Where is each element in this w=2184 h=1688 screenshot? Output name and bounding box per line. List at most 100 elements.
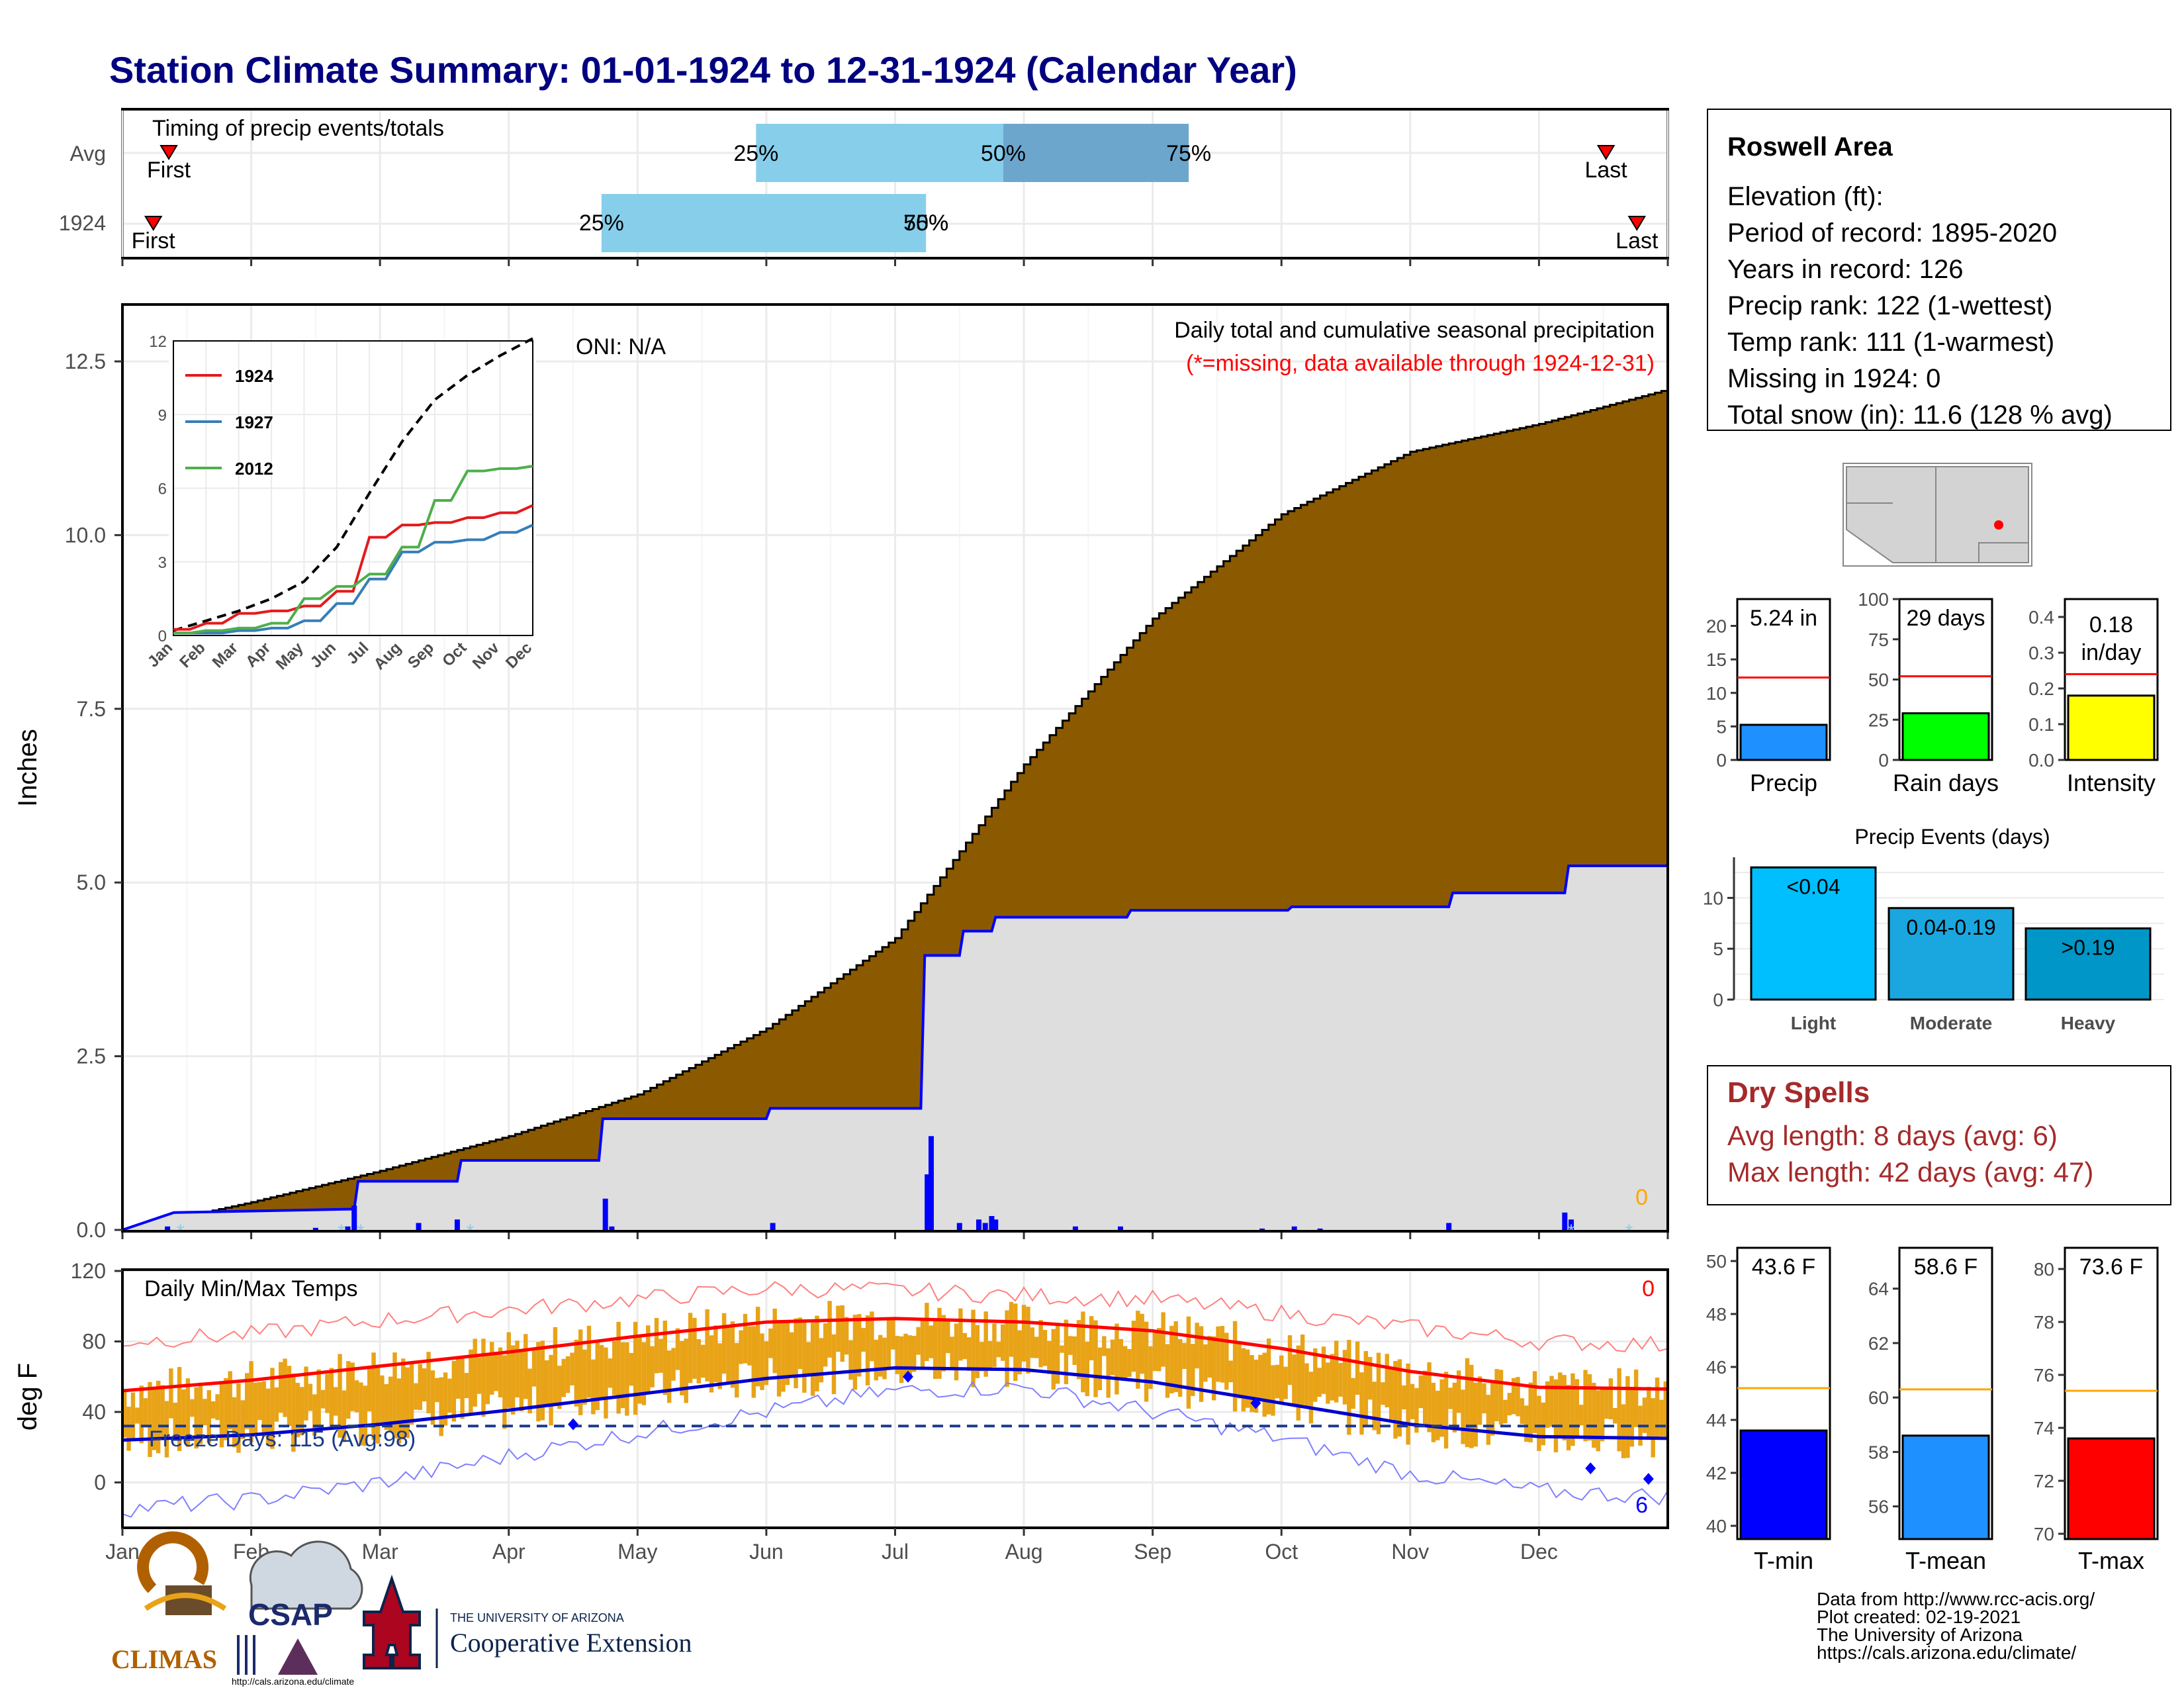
daily-temp-bar xyxy=(274,1387,279,1422)
daily-temp-bar xyxy=(1659,1399,1664,1436)
daily-temp-bar xyxy=(1279,1355,1284,1403)
daily-temp-bar xyxy=(1558,1372,1563,1437)
daily-temp-bar xyxy=(536,1342,541,1422)
daily-temp-bar xyxy=(1068,1336,1073,1355)
daily-temp-bar xyxy=(1549,1376,1554,1427)
daily-temp-bar xyxy=(308,1383,313,1411)
daily-temp-bar xyxy=(870,1311,874,1362)
daily-temp-bar xyxy=(680,1340,684,1395)
daily-temp-bar xyxy=(1355,1341,1360,1395)
daily-temp-bar xyxy=(139,1385,144,1444)
daily-temp-bar xyxy=(612,1341,617,1395)
daily-temp-bar xyxy=(1005,1310,1009,1387)
daily-temp-bar xyxy=(228,1371,232,1430)
daily-temp-bar xyxy=(1351,1378,1355,1409)
daily-temp-bar xyxy=(987,1340,993,1370)
record-low-marker xyxy=(1250,1397,1261,1409)
tmini-tmean-value: 58.6 F xyxy=(1914,1254,1978,1280)
daily-temp-bar xyxy=(946,1321,950,1354)
daily-temp-bar xyxy=(203,1399,207,1426)
daily-temp-bar xyxy=(291,1373,296,1452)
daily-temp-bar xyxy=(1127,1348,1132,1377)
dry-spells-max: Max length: 42 days (avg: 47) xyxy=(1727,1156,2093,1188)
timing-year-last-marker xyxy=(1627,216,1647,231)
daily-temp-bar xyxy=(1237,1343,1242,1399)
events-category-label: Moderate xyxy=(1910,1013,1992,1033)
precip-panel: * * * * * * Daily total and cumulative season… xyxy=(13,303,1669,1243)
daily-temp-bar xyxy=(265,1388,271,1445)
daily-temp-bar xyxy=(185,1378,191,1447)
mini-intensity-unit: in/day xyxy=(2081,640,2142,665)
daily-temp-bar xyxy=(920,1321,925,1368)
temp-missing-count: 0 xyxy=(1642,1276,1655,1301)
daily-temp-bar xyxy=(1085,1341,1089,1397)
daily-temp-bar xyxy=(1152,1331,1158,1372)
daily-temp-bar xyxy=(527,1368,532,1414)
daily-temp-bar xyxy=(270,1368,275,1449)
daily-temp-bar xyxy=(477,1357,482,1394)
daily-temp-bar xyxy=(135,1407,140,1424)
daily-temp-bar xyxy=(443,1372,448,1426)
tmini-ytick-label: 80 xyxy=(2034,1259,2054,1280)
mini-ytick-label: 10 xyxy=(1706,683,1727,704)
daily-temp-bar xyxy=(473,1338,477,1407)
daily-temp-bar xyxy=(1503,1399,1508,1424)
daily-temp-bar xyxy=(544,1360,549,1405)
station-line: Period of record: 1895-2020 xyxy=(1727,218,2057,248)
daily-temp-bar xyxy=(1397,1359,1402,1437)
footer-line: Plot created: 02-19-2021 xyxy=(1817,1607,2021,1627)
daily-temp-bar xyxy=(414,1383,418,1410)
daily-temp-bar xyxy=(797,1317,803,1370)
events-ytick-label: 10 xyxy=(1703,888,1723,908)
daily-temp-bar xyxy=(130,1392,136,1440)
daily-precip-bar xyxy=(925,1174,931,1230)
daily-temp-bar xyxy=(405,1367,410,1438)
daily-temp-bar xyxy=(1592,1382,1596,1448)
avg-max-line xyxy=(122,1317,1668,1393)
tmini-ytick-label: 46 xyxy=(1706,1357,1727,1378)
mini-intensity-value: 0.18 xyxy=(2089,612,2133,637)
daily-temp-bar xyxy=(1422,1370,1428,1425)
daily-temp-bar xyxy=(232,1397,237,1448)
daily-temp-bar xyxy=(1250,1355,1254,1413)
daily-temp-bar xyxy=(941,1315,946,1372)
daily-temp-bar xyxy=(950,1336,954,1369)
daily-temp-bar xyxy=(1326,1362,1330,1404)
daily-temp-bar xyxy=(219,1383,224,1448)
daily-temp-bar xyxy=(1443,1372,1449,1449)
inset-frame xyxy=(173,340,533,636)
mini-ytick-label: 25 xyxy=(1868,710,1889,730)
daily-temp-bar xyxy=(1115,1323,1119,1395)
daily-temp-bar xyxy=(675,1328,680,1370)
month-label: May xyxy=(617,1540,657,1564)
daily-temp-bar xyxy=(1211,1336,1216,1401)
daily-temp-bar xyxy=(604,1347,608,1419)
daily-temp-bar xyxy=(713,1325,718,1382)
events-ytick-label: 5 xyxy=(1713,939,1723,959)
daily-temp-bar xyxy=(1051,1329,1056,1390)
daily-temp-bar xyxy=(1600,1388,1605,1442)
daily-temp-bar xyxy=(912,1336,917,1372)
timing-avg-first-label: First xyxy=(147,158,191,183)
daily-precip-bar xyxy=(770,1223,776,1230)
temp-ytick-label: 40 xyxy=(82,1400,106,1424)
daily-precip-bar xyxy=(928,1136,934,1230)
daily-temp-bar xyxy=(1313,1348,1318,1402)
daily-temp-bar xyxy=(1402,1385,1406,1410)
daily-temp-bar xyxy=(1186,1316,1191,1409)
daily-temp-bar xyxy=(591,1359,596,1415)
daily-temp-bar xyxy=(962,1333,967,1360)
daily-temp-bar xyxy=(422,1368,427,1402)
tmini-tmean-label: T-mean xyxy=(1905,1547,1986,1574)
daily-temp-bar xyxy=(1207,1336,1212,1378)
temperature-panel: Daily Min/Max Temps 0 Freeze Days: 115 (… xyxy=(13,1259,1669,1529)
events-bar-moderate xyxy=(1888,907,2015,1001)
daily-precip-bar xyxy=(1259,1228,1265,1230)
daily-temp-bar xyxy=(1241,1348,1246,1412)
daily-temp-bar xyxy=(688,1313,693,1383)
daily-temp-bar xyxy=(1123,1346,1128,1380)
daily-temp-bar xyxy=(637,1335,642,1404)
daily-temp-bar xyxy=(1292,1354,1297,1405)
tmini-ytick-label: 76 xyxy=(2034,1365,2054,1385)
daily-temp-bar xyxy=(1562,1375,1567,1440)
